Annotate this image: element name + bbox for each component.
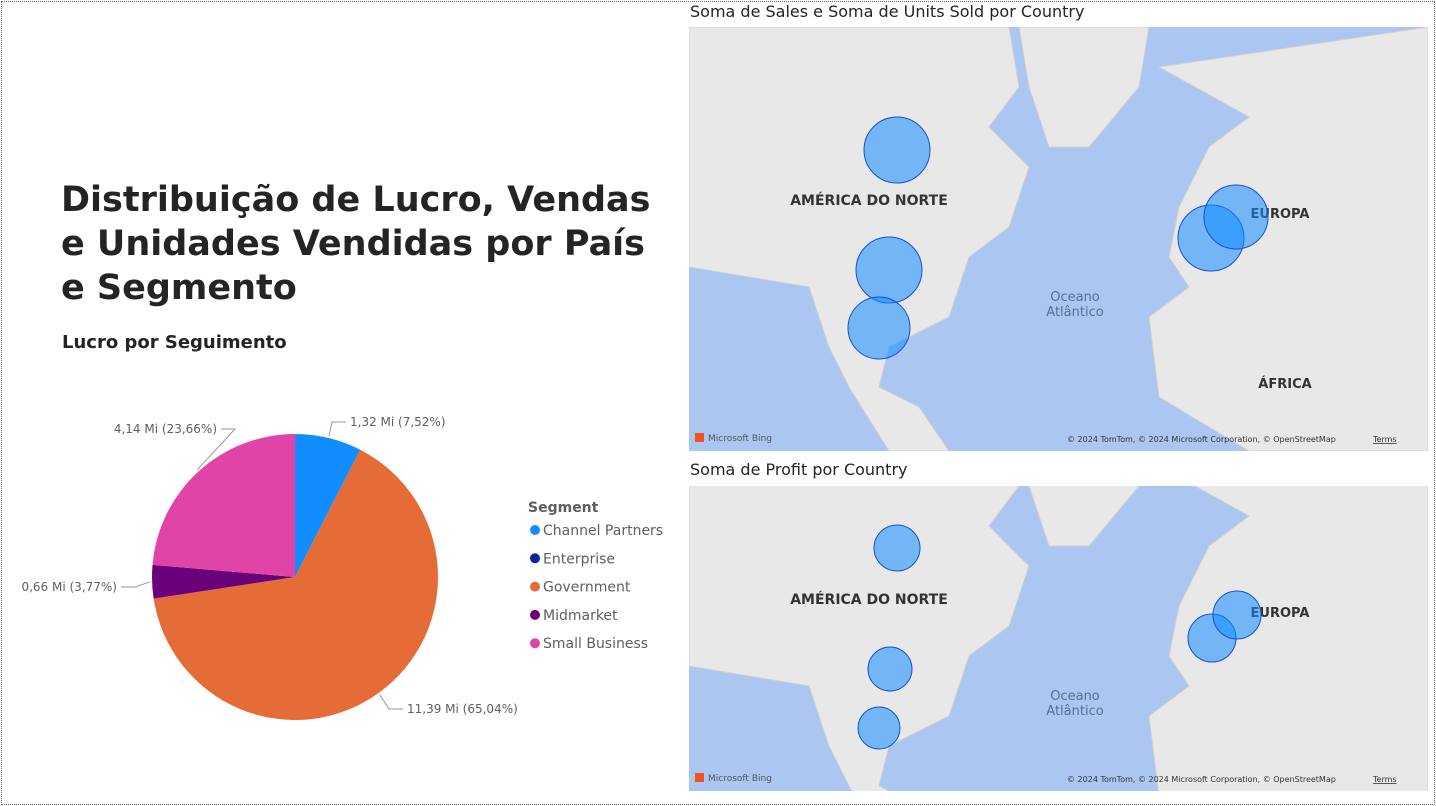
pie-slice xyxy=(152,564,295,599)
leader-line xyxy=(328,421,346,437)
map-label: EUROPA xyxy=(1251,606,1310,621)
data-label: 0,66 Mi (3,77%) xyxy=(21,580,117,594)
landmass xyxy=(1148,27,1428,451)
bubble xyxy=(873,524,921,572)
map-title: Soma de Sales e Soma de Units Sold por C… xyxy=(690,2,1085,21)
leader-line xyxy=(196,428,237,471)
map-label: ÁFRICA xyxy=(1258,376,1311,392)
legend-label: Enterprise xyxy=(543,551,615,567)
legend-label: Channel Partners xyxy=(543,523,663,539)
pie-slice xyxy=(152,434,295,577)
bubble xyxy=(863,116,931,184)
map-copyright: © 2024 TomTom, © 2024 Microsoft Corporat… xyxy=(1067,435,1336,444)
logo xyxy=(695,433,704,442)
map-terms[interactable]: Terms xyxy=(1372,775,1397,784)
bubble xyxy=(1203,184,1269,250)
map-label: AMÉRICA DO NORTE xyxy=(790,192,948,209)
map-logo: Microsoft Bing xyxy=(708,774,772,784)
bubble xyxy=(857,706,901,750)
data-label: 1,32 Mi (7,52%) xyxy=(350,415,446,429)
legend-marker xyxy=(530,638,540,649)
pie-slice xyxy=(295,434,361,577)
bubble xyxy=(1212,590,1262,640)
legend-label: Midmarket xyxy=(543,608,618,624)
pie-chart: 1,32 Mi (7,52%) 11,39 Mi (65,04%) 0,66 Mi … xyxy=(21,415,663,720)
map-title: Soma de Profit por Country xyxy=(690,460,908,479)
legend-marker xyxy=(530,553,540,564)
legend-marker xyxy=(530,581,540,592)
map-label: Oceano xyxy=(1050,689,1100,704)
bubble xyxy=(867,646,913,692)
map[interactable]: AMÉRICA DO NORTEEUROPAOceanoAtlânticoÁFR… xyxy=(689,27,1428,451)
legend-marker xyxy=(530,609,540,620)
bubble xyxy=(847,296,911,360)
map-label: AMÉRICA DO NORTE xyxy=(790,591,948,608)
bubble xyxy=(855,236,923,304)
legend-label: Small Business xyxy=(543,636,648,652)
map-label: Atlântico xyxy=(1046,305,1103,320)
pie-slice xyxy=(153,449,439,720)
map-terms[interactable]: Terms xyxy=(1372,435,1397,444)
chart-title: Lucro por Seguimento xyxy=(62,332,287,353)
map-label: Oceano xyxy=(1050,290,1100,305)
data-label: 11,39 Mi (65,04%) xyxy=(407,702,518,716)
landmass xyxy=(1148,486,1428,791)
landmass xyxy=(1028,486,1140,547)
landmass xyxy=(1018,27,1150,148)
data-label: 4,14 Mi (23,66%) xyxy=(114,422,217,436)
map-logo: Microsoft Bing xyxy=(708,434,772,444)
legend-title: Segment xyxy=(528,500,599,516)
leader-line xyxy=(121,581,151,588)
legend-marker xyxy=(530,525,540,535)
logo xyxy=(695,773,704,782)
land xyxy=(689,27,1428,451)
leader-line xyxy=(379,694,403,710)
legend-label: Government xyxy=(543,580,631,596)
map-label: Atlântico xyxy=(1046,704,1103,719)
page-title: Distribuição de Lucro, Vendas e Unidades… xyxy=(61,180,651,308)
map-copyright: © 2024 TomTom, © 2024 Microsoft Corporat… xyxy=(1067,775,1336,784)
land xyxy=(689,486,1428,791)
